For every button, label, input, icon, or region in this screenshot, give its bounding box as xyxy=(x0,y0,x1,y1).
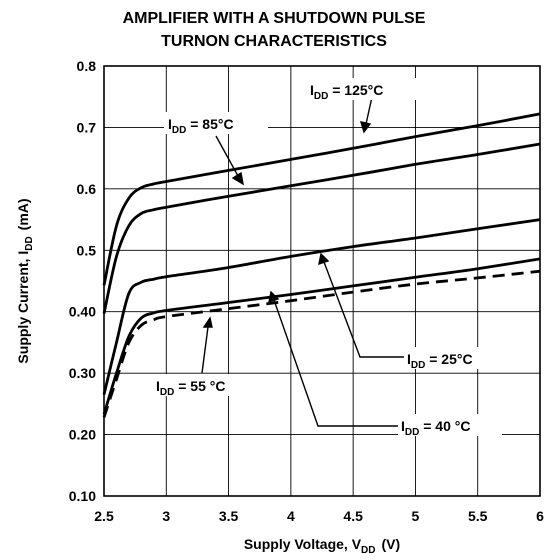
annotation-bg-40 xyxy=(398,414,502,436)
leader-40 xyxy=(273,299,398,427)
annotation-125: IDD = 125°C xyxy=(310,82,383,102)
annotation-bg-25 xyxy=(404,347,498,369)
y-axis-ticks: 0.10 0.20 0.30 0.40 0.5 0.6 0.7 0.8 xyxy=(69,58,96,504)
annotation-leaders xyxy=(201,96,408,427)
arrowhead-85 xyxy=(231,171,244,186)
y-tick-label: 0.8 xyxy=(77,58,97,74)
y-tick-label: 0.30 xyxy=(69,365,96,381)
y-tick-label: 0.10 xyxy=(69,488,96,504)
annotation-bg-125 xyxy=(306,78,416,100)
series-line-t25 xyxy=(102,218,541,395)
arrowhead-125 xyxy=(359,121,372,134)
leader-25 xyxy=(323,261,408,358)
annotation-55: IDD = 55 °C xyxy=(156,378,225,398)
x-axis-label: Supply Voltage, VDD (V) xyxy=(244,536,400,556)
annotation-40: IDD = 40 °C xyxy=(401,418,470,438)
x-tick-label: 3.5 xyxy=(219,508,239,524)
x-tick-label: 6 xyxy=(536,508,544,524)
y-tick-label: 0.5 xyxy=(77,242,97,258)
leader-125 xyxy=(365,96,373,125)
chart-title-line-1: AMPLIFIER WITH A SHUTDOWN PULSE xyxy=(123,10,426,27)
arrowhead-25 xyxy=(318,252,330,266)
y-tick-label: 0.6 xyxy=(77,181,97,197)
x-axis-ticks: 2.5 3 3.5 4 4.5 5 5.5 6 xyxy=(94,508,544,524)
x-tick-label: 3 xyxy=(162,508,170,524)
series-line-t40 xyxy=(102,257,541,415)
x-tick-label: 5 xyxy=(412,508,420,524)
leader-55 xyxy=(201,326,209,374)
series-line-t55 xyxy=(102,269,541,418)
annotation-bg-85 xyxy=(164,112,268,134)
series-lines xyxy=(102,112,541,418)
series-line-t125 xyxy=(102,112,541,286)
y-tick-label: 0.40 xyxy=(69,304,96,320)
annotation-bg-55 xyxy=(152,374,258,396)
chart-title-line-2: TURNON CHARACTERISTICS xyxy=(161,33,387,50)
x-tick-label: 5.5 xyxy=(468,508,488,524)
y-axis-label: Supply Current, IDD(mA) xyxy=(15,198,35,363)
y-tick-label: 0.7 xyxy=(77,119,97,135)
arrowhead-55 xyxy=(202,316,213,328)
arrowhead-40 xyxy=(268,290,280,304)
y-tick-label: 0.20 xyxy=(69,427,96,443)
leader-85 xyxy=(215,135,239,177)
x-tick-label: 4 xyxy=(287,508,295,524)
x-tick-label: 2.5 xyxy=(94,508,114,524)
series-line-t85 xyxy=(102,142,541,314)
x-tick-label: 4.5 xyxy=(343,508,363,524)
annotation-25: IDD = 25°C xyxy=(407,351,473,371)
annotation-85: IDD = 85°C xyxy=(168,116,234,136)
